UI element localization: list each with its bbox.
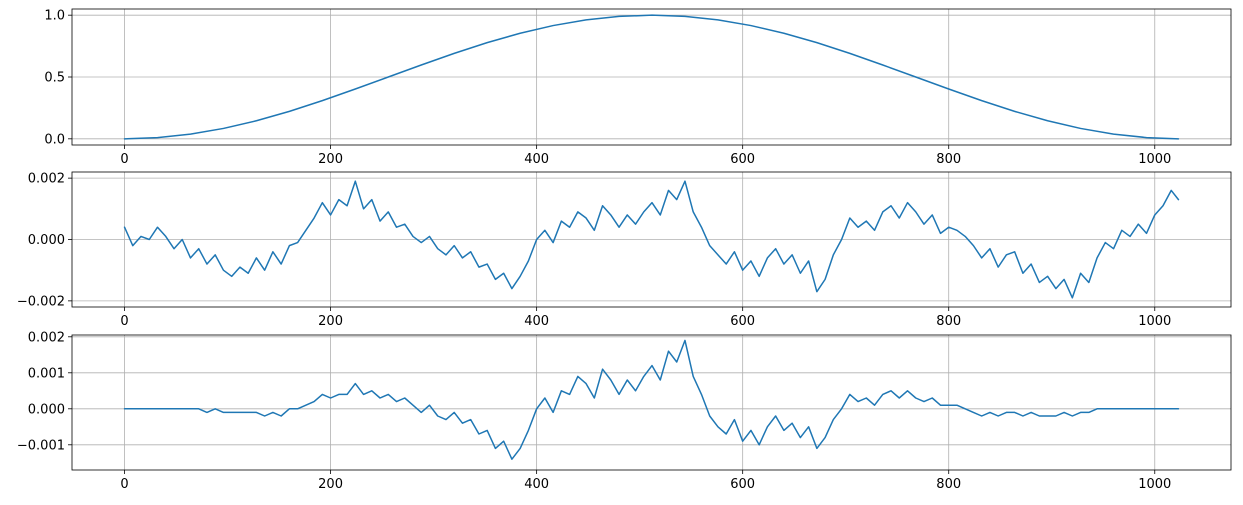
subplot-2: 0 200 400 600 800 1000 −0.002 0.000 0.002 bbox=[17, 171, 1232, 329]
x-tick-label: 1000 bbox=[1138, 314, 1171, 329]
y-tick-label: 0.001 bbox=[28, 366, 65, 381]
y-tick-label: 1.0 bbox=[44, 9, 65, 24]
x-tick-label: 800 bbox=[936, 314, 961, 329]
x-tick-label: 0 bbox=[120, 152, 128, 167]
x-tick-label: 800 bbox=[936, 152, 961, 167]
y-tick-label: 0.000 bbox=[28, 402, 65, 417]
y-tick-label: 0.0 bbox=[44, 132, 65, 147]
series-line bbox=[123, 180, 1180, 299]
y-tick-label: −0.002 bbox=[17, 294, 65, 309]
x-tick-label: 400 bbox=[524, 477, 549, 492]
x-tick-label: 200 bbox=[318, 477, 343, 492]
x-tick-label: 0 bbox=[120, 477, 128, 492]
x-tick-label: 800 bbox=[936, 477, 961, 492]
y-tick-label: −0.001 bbox=[17, 438, 65, 453]
y-tick-label: 0.002 bbox=[28, 330, 65, 345]
series-line bbox=[123, 14, 1180, 140]
axes-frame bbox=[71, 334, 1232, 471]
x-tick-label: 200 bbox=[318, 152, 343, 167]
x-tick-label: 600 bbox=[730, 152, 755, 167]
x-tick-label: 1000 bbox=[1138, 152, 1171, 167]
x-tick-label: 600 bbox=[730, 477, 755, 492]
x-tick-label: 0 bbox=[120, 314, 128, 329]
x-tick-label: 1000 bbox=[1138, 477, 1171, 492]
subplot-1: 0 200 400 600 800 1000 0.0 0.5 1.0 bbox=[44, 8, 1232, 167]
y-tick-label: 0.000 bbox=[28, 233, 65, 248]
y-tick-label: 0.002 bbox=[28, 172, 65, 187]
x-tick-label: 200 bbox=[318, 314, 343, 329]
x-tick-label: 600 bbox=[730, 314, 755, 329]
x-tick-label: 400 bbox=[524, 314, 549, 329]
y-tick-label: 0.5 bbox=[44, 71, 65, 86]
subplot-3: 0 200 400 600 800 1000 −0.001 0.000 0.001 0.002 bbox=[17, 330, 1232, 492]
x-tick-label: 400 bbox=[524, 152, 549, 167]
series-line bbox=[123, 339, 1180, 460]
